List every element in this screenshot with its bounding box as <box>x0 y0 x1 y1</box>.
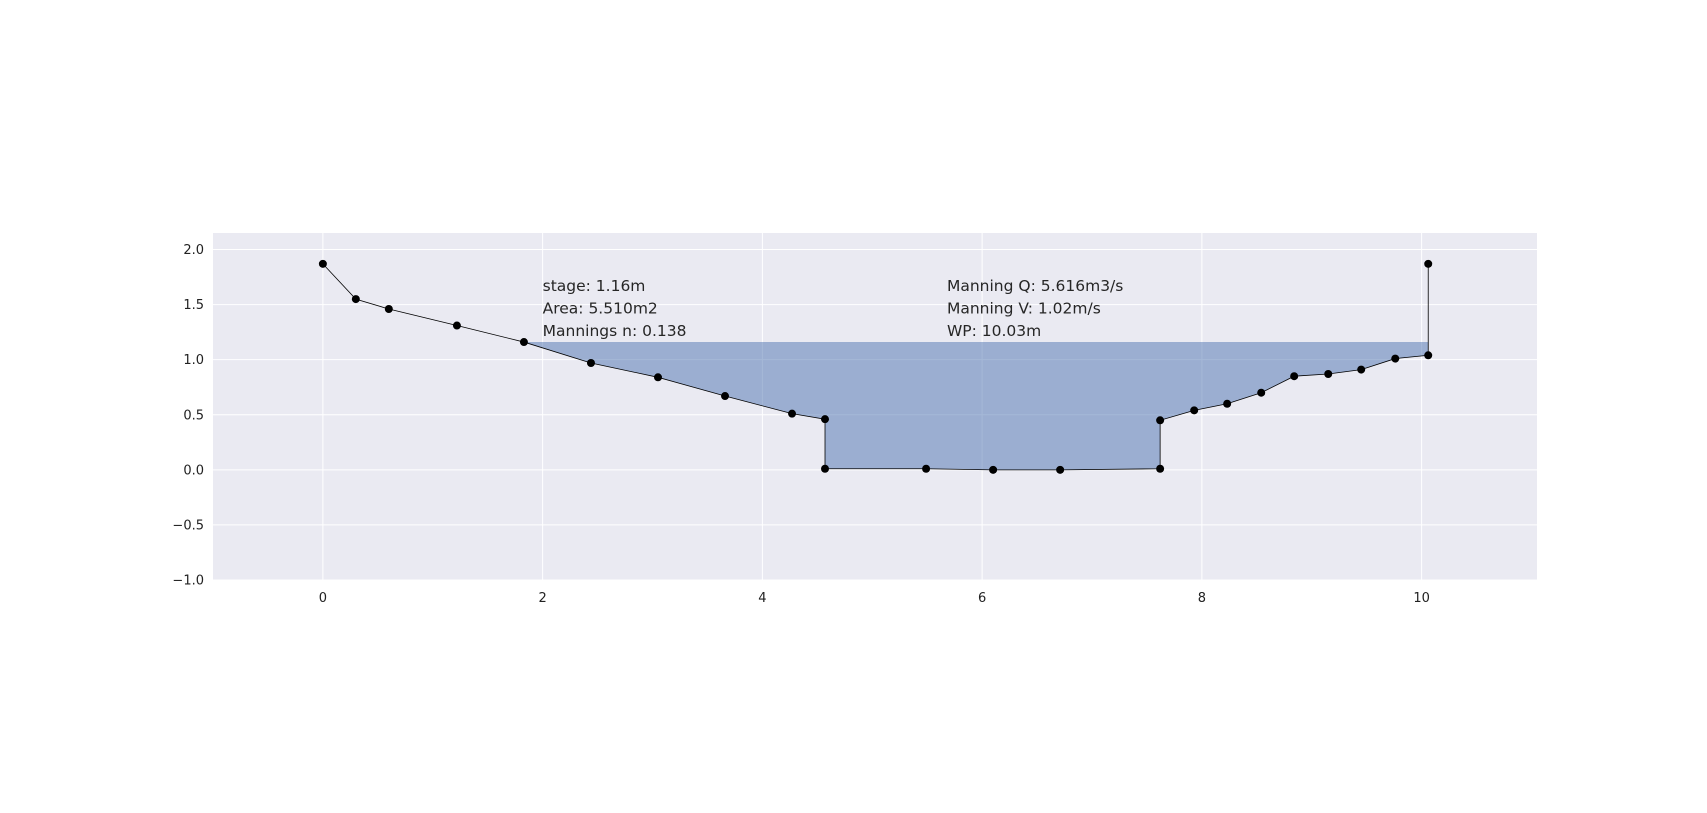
x-tick-label: 4 <box>758 591 766 606</box>
annotation-left-line: Area: 5.510m2 <box>543 299 658 317</box>
annotation-right-line: WP: 10.03m <box>947 322 1041 340</box>
x-tick-label: 0 <box>319 591 327 606</box>
y-tick-label: 0.0 <box>183 463 204 478</box>
survey-point-marker <box>384 305 393 314</box>
survey-point-marker <box>989 465 998 474</box>
survey-point-marker <box>1290 372 1299 381</box>
y-tick-label: 1.0 <box>183 353 204 368</box>
survey-point-marker <box>318 259 327 268</box>
x-tick-labels: 0 2 4 6 8 10 <box>319 591 1430 606</box>
hydraulic-annotations: stage: 1.16m Area: 5.510m2 Mannings n: 0.1… <box>543 277 1124 340</box>
annotation-left-line: Mannings n: 0.138 <box>543 322 687 340</box>
survey-points <box>318 259 1433 474</box>
y-tick-label: 0.5 <box>183 408 204 423</box>
y-tick-label: 1.5 <box>183 298 204 313</box>
survey-point-marker <box>1190 406 1199 415</box>
y-tick-label: 2.0 <box>183 243 204 258</box>
y-tick-label: −1.0 <box>172 574 204 589</box>
survey-point-marker <box>1324 370 1333 379</box>
survey-point-marker <box>653 373 662 382</box>
survey-point-marker <box>452 321 461 330</box>
x-tick-label: 8 <box>1198 591 1206 606</box>
y-tick-label: −0.5 <box>172 518 204 533</box>
survey-point-marker <box>1156 464 1165 473</box>
annotation-right-line: Manning V: 1.02m/s <box>947 299 1101 317</box>
annotation-left-line: stage: 1.16m <box>543 277 646 295</box>
survey-point-marker <box>1056 465 1065 474</box>
survey-point-marker <box>586 358 595 367</box>
survey-point-marker <box>821 415 830 424</box>
water-area-fill <box>523 342 1429 470</box>
survey-point-marker <box>922 464 931 473</box>
survey-point-marker <box>351 295 360 304</box>
survey-point-marker <box>519 338 528 347</box>
x-tick-label: 10 <box>1413 591 1430 606</box>
survey-point-marker <box>788 409 797 418</box>
survey-point-marker <box>1424 259 1433 268</box>
x-tick-label: 6 <box>978 591 986 606</box>
survey-point-marker <box>1223 399 1232 408</box>
survey-point-marker <box>1156 416 1165 425</box>
survey-point-marker <box>821 464 830 473</box>
survey-point-marker <box>1424 351 1433 360</box>
survey-point-marker <box>721 392 730 401</box>
survey-point-marker <box>1257 388 1266 397</box>
survey-point-marker <box>1391 354 1400 363</box>
survey-point-marker <box>1357 365 1366 374</box>
annotation-right-line: Manning Q: 5.616m3/s <box>947 277 1123 295</box>
y-tick-labels: −1.0 −0.5 0.0 0.5 1.0 1.5 2.0 <box>172 243 204 588</box>
x-tick-label: 2 <box>538 591 546 606</box>
